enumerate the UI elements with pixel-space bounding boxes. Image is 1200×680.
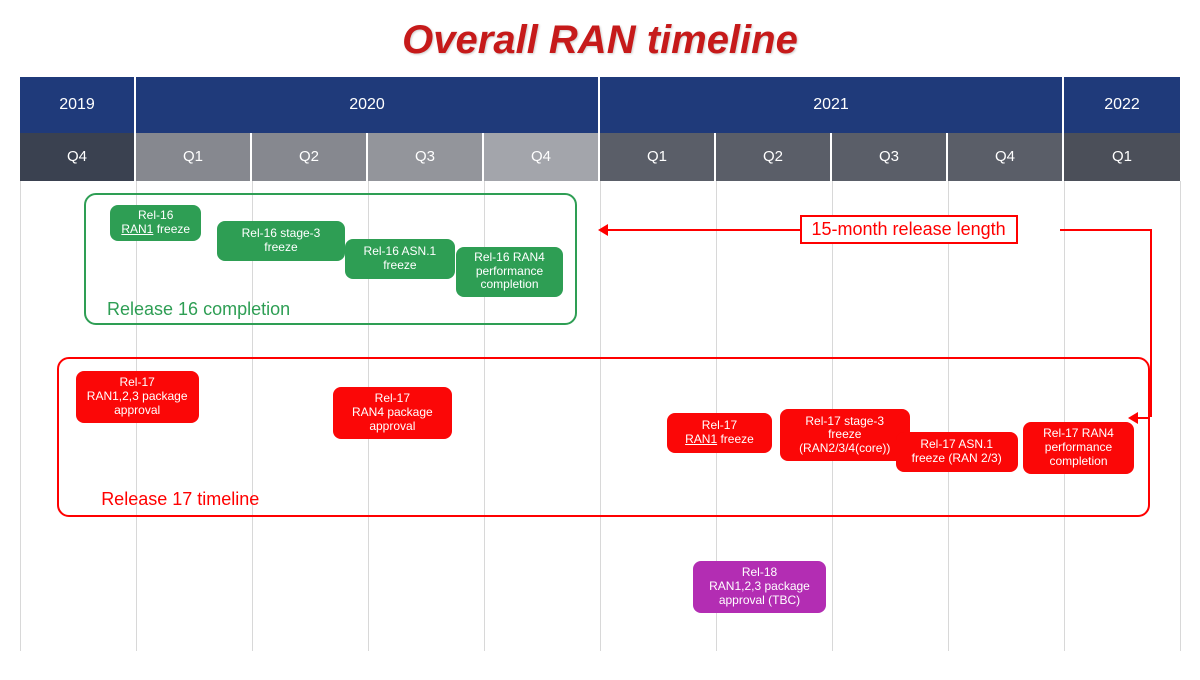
rel17-milestone: Rel-17 ASN.1freeze (RAN 2/3) — [896, 432, 1018, 472]
quarter-cell: Q4 — [948, 133, 1064, 181]
quarter-cell: Q4 — [20, 133, 136, 181]
quarter-cell: Q1 — [136, 133, 252, 181]
quarter-header-row: Q4Q1Q2Q3Q4Q1Q2Q3Q4Q1 — [20, 133, 1180, 181]
quarter-cell: Q1 — [600, 133, 716, 181]
year-2022: 2022 — [1064, 77, 1180, 133]
rel16-milestone: Rel-16 RAN4performancecompletion — [456, 247, 563, 297]
rel17-milestone: Rel-17 RAN4performancecompletion — [1023, 422, 1133, 474]
rel16-milestone: Rel-16RAN1 freeze — [110, 205, 200, 241]
quarter-cell: Q3 — [832, 133, 948, 181]
rel17-milestone: Rel-17RAN1,2,3 packageapproval — [76, 371, 199, 423]
year-2019: 2019 — [20, 77, 136, 133]
rel17-milestone: Rel-17RAN4 packageapproval — [333, 387, 451, 439]
timeline-chart: 2019202020212022 Q4Q1Q2Q3Q4Q1Q2Q3Q4Q1 Re… — [20, 77, 1180, 647]
rel17-milestone: Rel-17RAN1 freeze — [667, 413, 771, 453]
quarter-cell: Q2 — [252, 133, 368, 181]
quarter-cell: Q4 — [484, 133, 600, 181]
release-16-label: Release 16 completion — [107, 299, 290, 320]
rel18-milestone: Rel-18RAN1,2,3 packageapproval (TBC) — [693, 561, 826, 613]
quarter-cell: Q1 — [1064, 133, 1180, 181]
year-2020: 2020 — [136, 77, 600, 133]
quarter-cell: Q2 — [716, 133, 832, 181]
release-length-callout: 15-month release length — [800, 215, 1018, 244]
quarter-cell: Q3 — [368, 133, 484, 181]
rel16-milestone: Rel-16 ASN.1freeze — [345, 239, 455, 279]
year-header-row: 2019202020212022 — [20, 77, 1180, 133]
release-17-label: Release 17 timeline — [101, 489, 259, 510]
page-title: Overall RAN timeline — [0, 0, 1200, 77]
year-2021: 2021 — [600, 77, 1064, 133]
rel17-milestone: Rel-17 stage-3freeze(RAN2/3/4(core)) — [780, 409, 910, 461]
rel16-milestone: Rel-16 stage-3freeze — [217, 221, 345, 261]
